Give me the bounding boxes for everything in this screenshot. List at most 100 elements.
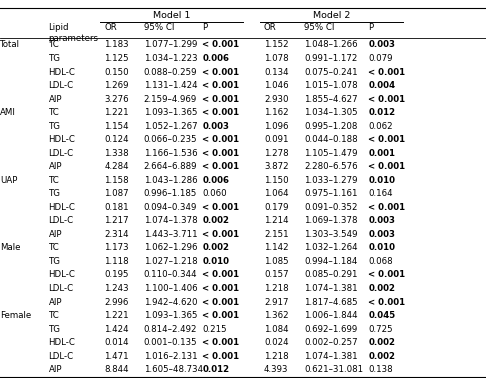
Text: 0.195: 0.195	[104, 271, 129, 279]
Text: TG: TG	[49, 325, 61, 334]
Text: 0.045: 0.045	[368, 311, 396, 320]
Text: 95% CI: 95% CI	[144, 23, 174, 33]
Text: < 0.001: < 0.001	[202, 94, 239, 104]
Text: 1.217: 1.217	[104, 216, 129, 225]
Text: 1.064: 1.064	[264, 189, 289, 198]
Text: HDL-C: HDL-C	[49, 135, 75, 144]
Text: 0.044–0.188: 0.044–0.188	[304, 135, 358, 144]
Text: AIP: AIP	[49, 230, 62, 239]
Text: 0.814–2.492: 0.814–2.492	[144, 325, 197, 334]
Text: < 0.001: < 0.001	[202, 230, 239, 239]
Text: 1.142: 1.142	[264, 243, 289, 253]
Text: 0.014: 0.014	[104, 338, 129, 347]
Text: LDL-C: LDL-C	[49, 81, 74, 90]
Text: 1.006–1.844: 1.006–1.844	[304, 311, 358, 320]
Text: 0.006: 0.006	[202, 176, 229, 185]
Text: 2.151: 2.151	[264, 230, 289, 239]
Text: < 0.001: < 0.001	[202, 271, 239, 279]
Text: TC: TC	[49, 176, 59, 185]
Text: TC: TC	[49, 108, 59, 117]
Text: 1.069–1.378: 1.069–1.378	[304, 216, 358, 225]
Text: AIP: AIP	[49, 365, 62, 374]
Text: TG: TG	[49, 54, 61, 63]
Text: 1.278: 1.278	[264, 149, 289, 158]
Text: 2.314: 2.314	[104, 230, 129, 239]
Text: 1.093–1.365: 1.093–1.365	[144, 108, 197, 117]
Text: LDL-C: LDL-C	[49, 284, 74, 293]
Text: HDL-C: HDL-C	[49, 203, 75, 212]
Text: 0.012: 0.012	[368, 108, 396, 117]
Text: 1.105–1.479: 1.105–1.479	[304, 149, 358, 158]
Text: < 0.001: < 0.001	[202, 149, 239, 158]
Text: 0.621–31.081: 0.621–31.081	[304, 365, 364, 374]
Text: 0.079: 0.079	[368, 54, 393, 63]
Text: 1.074–1.378: 1.074–1.378	[144, 216, 197, 225]
Text: 0.994–1.184: 0.994–1.184	[304, 257, 358, 266]
Text: 0.004: 0.004	[368, 81, 396, 90]
Text: 1.218: 1.218	[264, 352, 289, 361]
Text: 1.034–1.223: 1.034–1.223	[144, 54, 197, 63]
Text: 0.091–0.352: 0.091–0.352	[304, 203, 358, 212]
Text: 0.002: 0.002	[368, 284, 396, 293]
Text: 2.280–6.576: 2.280–6.576	[304, 162, 358, 171]
Text: 8.844: 8.844	[104, 365, 129, 374]
Text: TG: TG	[49, 189, 61, 198]
Text: 0.088–0.259: 0.088–0.259	[144, 68, 197, 76]
Text: 0.062: 0.062	[368, 122, 393, 131]
Text: 1.214: 1.214	[264, 216, 289, 225]
Text: 1.096: 1.096	[264, 122, 288, 131]
Text: P: P	[368, 23, 374, 33]
Text: 0.002: 0.002	[202, 216, 229, 225]
Text: 1.443–3.711: 1.443–3.711	[144, 230, 197, 239]
Text: 0.003: 0.003	[368, 40, 396, 50]
Text: < 0.001: < 0.001	[368, 135, 405, 144]
Text: 1.166–1.536: 1.166–1.536	[144, 149, 197, 158]
Text: LDL-C: LDL-C	[49, 149, 74, 158]
Text: 1.085: 1.085	[264, 257, 289, 266]
Text: 3.276: 3.276	[104, 94, 129, 104]
Text: 1.032–1.264: 1.032–1.264	[304, 243, 358, 253]
Text: < 0.001: < 0.001	[202, 311, 239, 320]
Text: 0.002: 0.002	[368, 338, 396, 347]
Text: 0.075–0.241: 0.075–0.241	[304, 68, 358, 76]
Text: 0.110–0.344: 0.110–0.344	[144, 271, 197, 279]
Text: HDL-C: HDL-C	[49, 68, 75, 76]
Text: < 0.001: < 0.001	[202, 297, 239, 307]
Text: 1.100–1.406: 1.100–1.406	[144, 284, 197, 293]
Text: Model 2: Model 2	[313, 11, 350, 20]
Text: 0.124: 0.124	[104, 135, 129, 144]
Text: 1.125: 1.125	[104, 54, 129, 63]
Text: LDL-C: LDL-C	[49, 216, 74, 225]
Text: 2.996: 2.996	[104, 297, 129, 307]
Text: 1.855–4.627: 1.855–4.627	[304, 94, 358, 104]
Text: 1.034–1.305: 1.034–1.305	[304, 108, 358, 117]
Text: P: P	[202, 23, 208, 33]
Text: < 0.001: < 0.001	[202, 284, 239, 293]
Text: 1.303–3.549: 1.303–3.549	[304, 230, 358, 239]
Text: < 0.001: < 0.001	[368, 297, 405, 307]
Text: 1.162: 1.162	[264, 108, 289, 117]
Text: 1.052–1.267: 1.052–1.267	[144, 122, 197, 131]
Text: 0.066–0.235: 0.066–0.235	[144, 135, 197, 144]
Text: 2.917: 2.917	[264, 297, 288, 307]
Text: 0.975–1.161: 0.975–1.161	[304, 189, 358, 198]
Text: < 0.001: < 0.001	[202, 338, 239, 347]
Text: 1.942–4.620: 1.942–4.620	[144, 297, 197, 307]
Text: 1.015–1.078: 1.015–1.078	[304, 81, 358, 90]
Text: < 0.001: < 0.001	[202, 352, 239, 361]
Text: < 0.001: < 0.001	[368, 203, 405, 212]
Text: 1.046: 1.046	[264, 81, 289, 90]
Text: 1.424: 1.424	[104, 325, 129, 334]
Text: 1.033–1.279: 1.033–1.279	[304, 176, 358, 185]
Text: 1.269: 1.269	[104, 81, 129, 90]
Text: 1.362: 1.362	[264, 311, 289, 320]
Text: 1.152: 1.152	[264, 40, 289, 50]
Text: 0.002–0.257: 0.002–0.257	[304, 338, 358, 347]
Text: 1.077–1.299: 1.077–1.299	[144, 40, 197, 50]
Text: 1.087: 1.087	[104, 189, 129, 198]
Text: 0.010: 0.010	[368, 176, 396, 185]
Text: 1.043–1.286: 1.043–1.286	[144, 176, 197, 185]
Text: 0.002: 0.002	[368, 352, 396, 361]
Text: TC: TC	[49, 40, 59, 50]
Text: < 0.001: < 0.001	[202, 135, 239, 144]
